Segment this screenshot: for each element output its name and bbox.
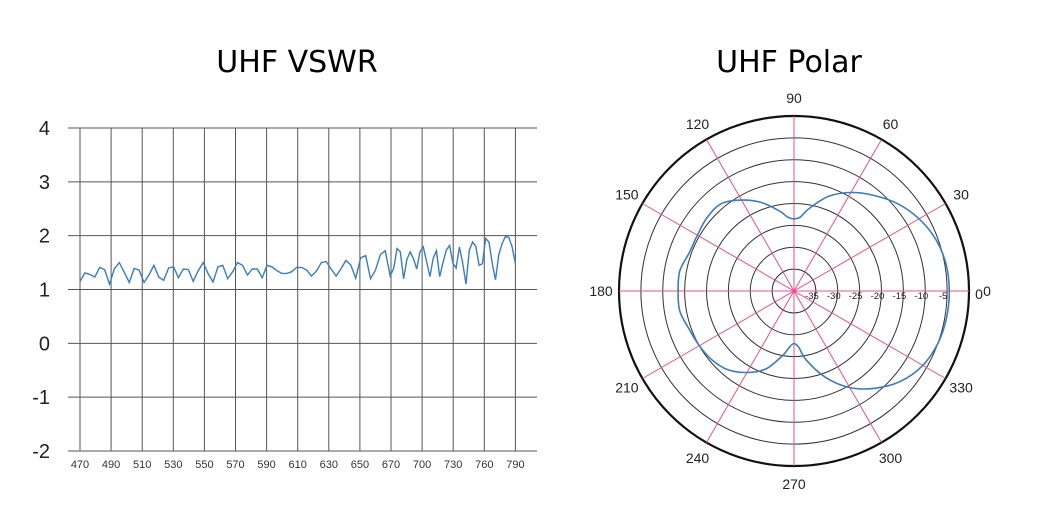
polar-angle-label: 90 bbox=[786, 90, 802, 106]
vswr-x-tick-label: 790 bbox=[506, 459, 524, 471]
polar-angle-label: 270 bbox=[782, 476, 806, 492]
polar-spokes bbox=[619, 116, 969, 466]
vswr-x-tick-label: 700 bbox=[413, 459, 431, 471]
polar-spoke bbox=[642, 203, 946, 379]
vswr-y-tick-label: -1 bbox=[32, 387, 50, 409]
polar-angle-label: 120 bbox=[686, 116, 710, 132]
vswr-x-axis: 470 490 510 530 550 570 590 610 630 650 670 700 730 7… bbox=[71, 459, 525, 471]
vswr-x-tick-label: 570 bbox=[226, 459, 244, 471]
vswr-x-tick-label: 510 bbox=[133, 459, 151, 471]
vswr-x-tick-label: 730 bbox=[444, 459, 462, 471]
polar-radial-tick-label: -35 bbox=[805, 291, 819, 302]
vswr-grid bbox=[68, 127, 537, 452]
polar-radial-tick-label: 0 bbox=[975, 286, 983, 302]
polar-chart: UHF Polar 906030033030027024021018015012… bbox=[589, 45, 991, 492]
polar-angle-label: 330 bbox=[949, 380, 973, 396]
polar-angle-label: 240 bbox=[686, 450, 710, 466]
vswr-x-tick-label: 530 bbox=[164, 459, 182, 471]
vswr-y-tick-label: -2 bbox=[32, 441, 50, 463]
polar-radial-tick-label: -30 bbox=[827, 291, 841, 302]
polar-angle-label: 30 bbox=[953, 187, 969, 203]
vswr-chart: UHF VSWR 4 3 2 1 0 -1 -2 470 490 510 530 550 570 590… bbox=[32, 45, 537, 471]
vswr-x-tick-label: 590 bbox=[257, 459, 275, 471]
vswr-chart-title: UHF VSWR bbox=[216, 45, 377, 80]
vswr-y-axis: 4 3 2 1 0 -1 -2 bbox=[32, 118, 50, 463]
vswr-x-tick-label: 610 bbox=[289, 459, 307, 471]
polar-radial-tick-label: -10 bbox=[914, 291, 928, 302]
vswr-x-tick-label: 630 bbox=[320, 459, 338, 471]
vswr-x-tick-label: 670 bbox=[382, 459, 400, 471]
polar-radial-tick-label: -25 bbox=[849, 291, 863, 302]
polar-angle-label: 150 bbox=[615, 187, 639, 203]
polar-angle-label: 60 bbox=[883, 116, 899, 132]
vswr-x-tick-label: 490 bbox=[102, 459, 120, 471]
vswr-y-tick-label: 4 bbox=[39, 118, 50, 140]
polar-angle-label: 180 bbox=[589, 283, 613, 299]
vswr-x-tick-label: 470 bbox=[71, 459, 89, 471]
vswr-y-tick-label: 2 bbox=[39, 226, 50, 248]
vswr-y-tick-label: 0 bbox=[39, 333, 50, 355]
vswr-y-tick-label: 1 bbox=[39, 280, 50, 302]
polar-series-line bbox=[677, 191, 951, 390]
vswr-y-tick-label: 3 bbox=[39, 172, 50, 194]
vswr-x-tick-label: 760 bbox=[475, 459, 493, 471]
polar-radial-labels: -35 -30 -25 -20 -15 -10 -5 0 bbox=[805, 286, 983, 302]
polar-angle-label: 210 bbox=[615, 380, 639, 396]
vswr-x-tick-label: 550 bbox=[195, 459, 213, 471]
vswr-series-line bbox=[79, 235, 516, 287]
polar-radial-tick-label: -15 bbox=[893, 291, 907, 302]
polar-angle-label: 300 bbox=[879, 450, 903, 466]
polar-chart-title: UHF Polar bbox=[716, 45, 862, 80]
polar-radial-tick-label: -20 bbox=[871, 291, 885, 302]
vswr-x-tick-label: 650 bbox=[351, 459, 369, 471]
polar-radial-tick-label: -5 bbox=[939, 291, 947, 302]
polar-angle-label: 0 bbox=[983, 283, 991, 299]
